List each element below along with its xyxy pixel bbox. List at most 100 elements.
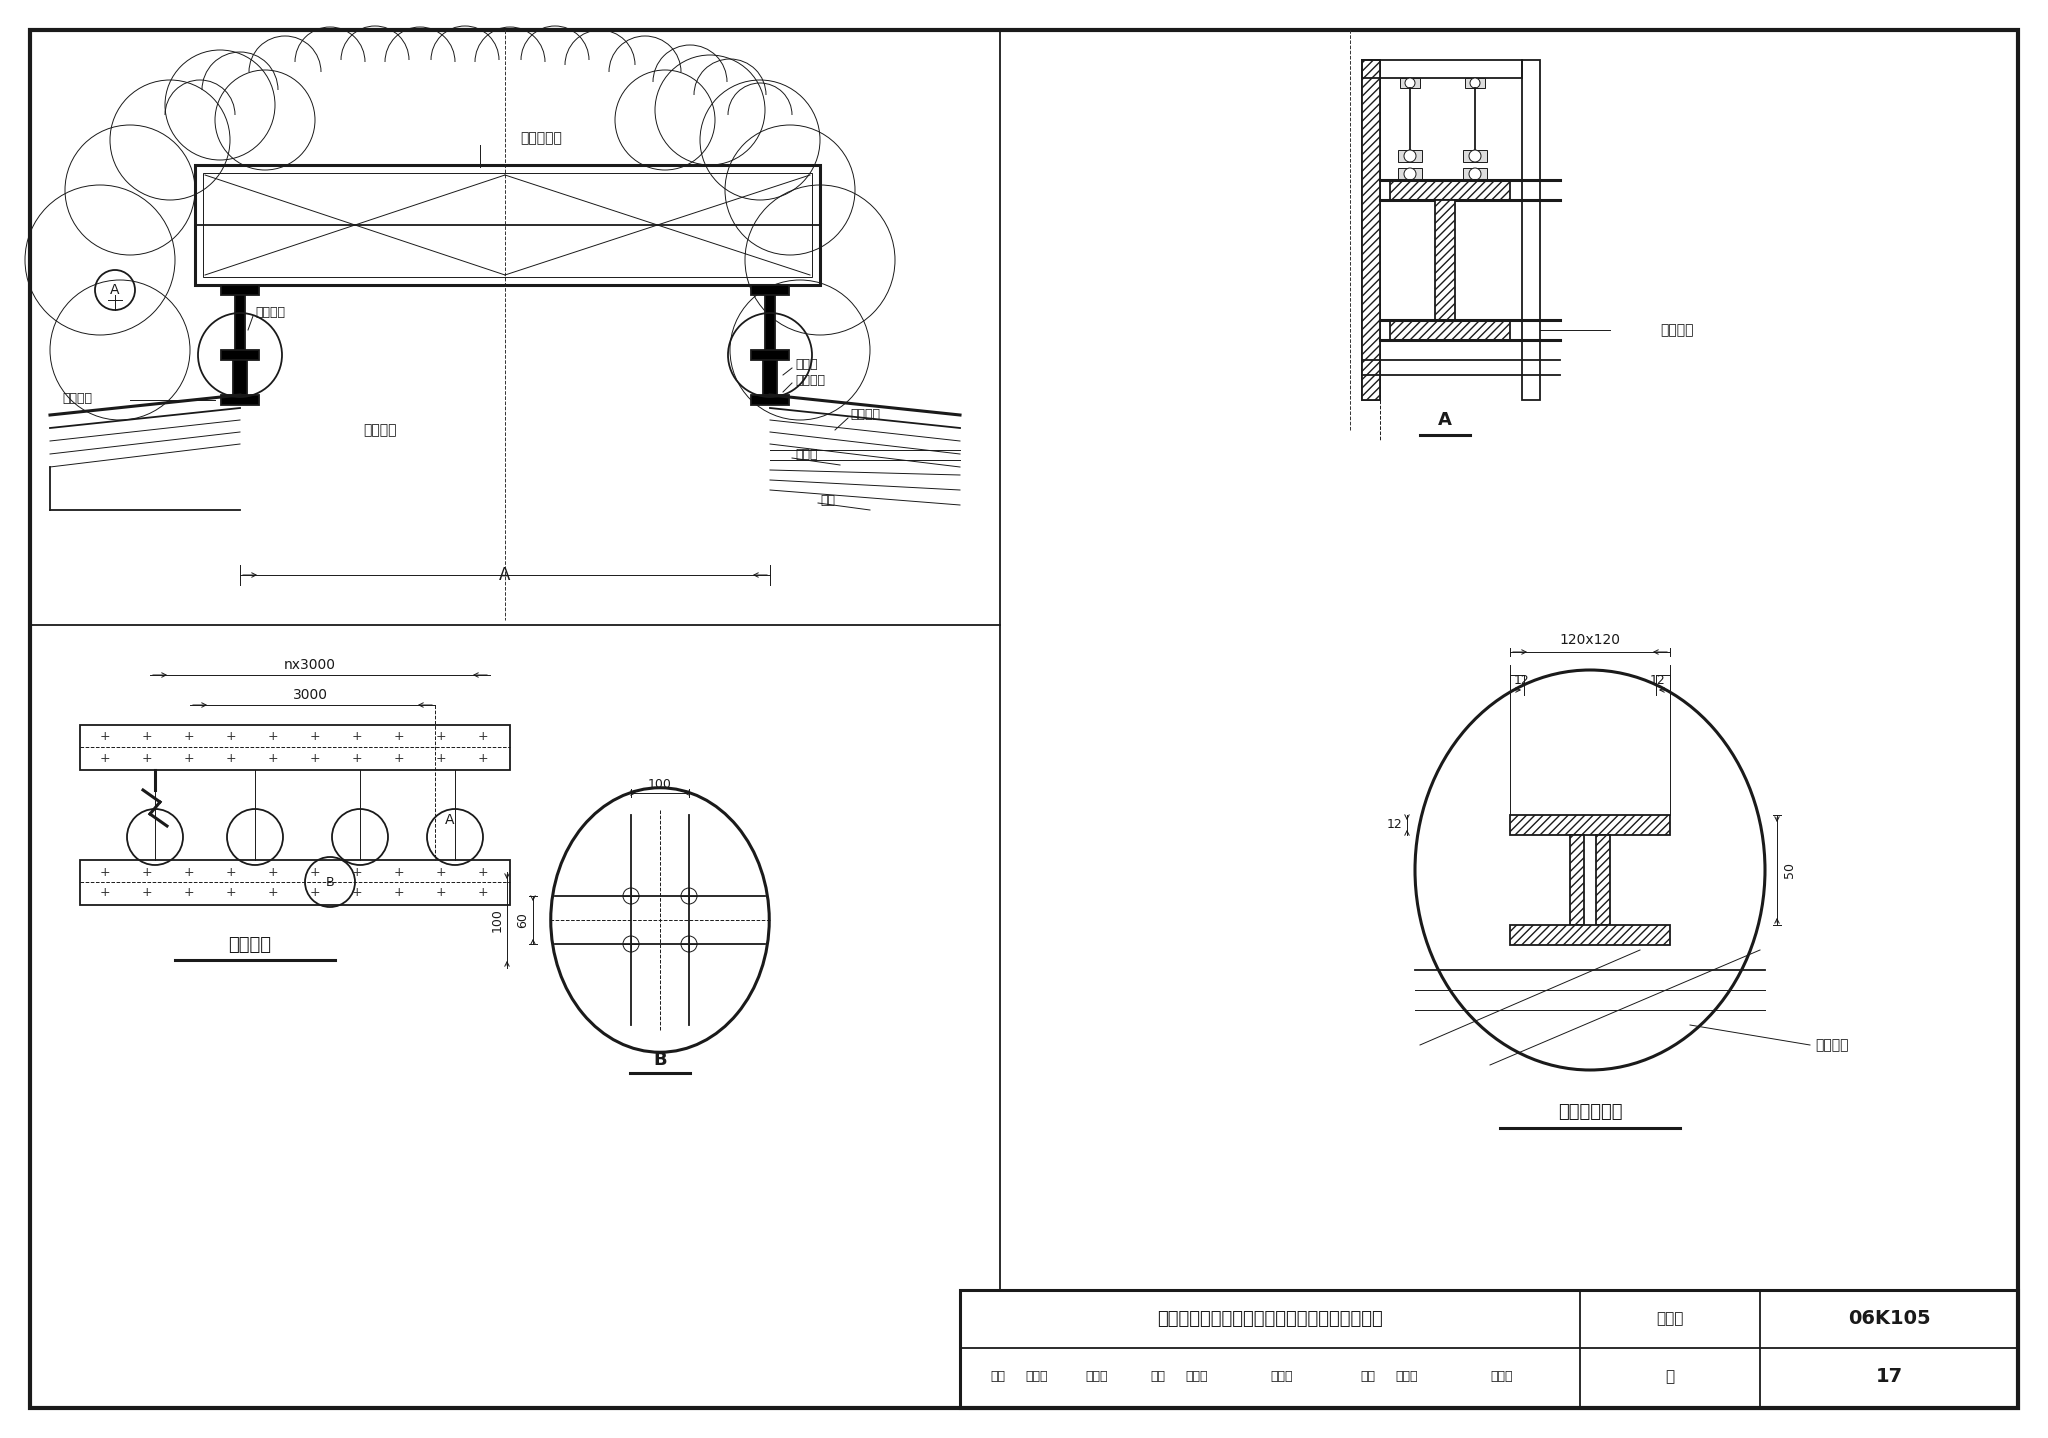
Text: 孔立民: 孔立民 <box>1491 1370 1513 1383</box>
Bar <box>203 173 811 278</box>
Text: +: + <box>100 866 111 879</box>
Text: +: + <box>184 752 195 765</box>
Bar <box>1462 150 1487 162</box>
Text: 50: 50 <box>1784 861 1796 879</box>
Text: +: + <box>393 866 403 879</box>
Text: +: + <box>100 752 111 765</box>
Text: 120x120: 120x120 <box>1559 633 1620 647</box>
Text: 12: 12 <box>1651 673 1665 686</box>
Bar <box>1399 150 1421 162</box>
Text: +: + <box>309 731 319 743</box>
Text: +: + <box>393 752 403 765</box>
Text: 100: 100 <box>647 778 672 791</box>
Bar <box>1595 835 1610 925</box>
Text: B: B <box>653 1051 668 1068</box>
Bar <box>752 285 788 295</box>
Text: 汪朝辉: 汪朝辉 <box>1186 1370 1208 1383</box>
Text: +: + <box>184 731 195 743</box>
Text: 泥水板: 泥水板 <box>795 358 817 371</box>
Text: A: A <box>111 283 119 298</box>
Text: +: + <box>141 886 152 900</box>
Text: +: + <box>268 752 279 765</box>
Text: +: + <box>309 752 319 765</box>
Text: +: + <box>184 866 195 879</box>
Text: 17: 17 <box>1876 1368 1903 1386</box>
Text: +: + <box>352 752 362 765</box>
Text: 挡水板: 挡水板 <box>795 449 817 462</box>
Text: +: + <box>225 752 236 765</box>
Text: +: + <box>309 866 319 879</box>
Circle shape <box>1405 78 1415 88</box>
Text: 赵立民: 赵立民 <box>1395 1370 1417 1383</box>
Text: 压型钢板: 压型钢板 <box>850 408 881 421</box>
Text: B: B <box>326 876 334 889</box>
Text: +: + <box>225 866 236 879</box>
Text: 流线型屋顶自然通风器钢结构屋脊上安装示意图: 流线型屋顶自然通风器钢结构屋脊上安装示意图 <box>1157 1310 1382 1329</box>
Bar <box>1391 321 1509 339</box>
Bar <box>1436 200 1454 321</box>
Text: 12: 12 <box>1513 673 1530 686</box>
Text: 通风器底座: 通风器底座 <box>520 131 561 145</box>
Text: +: + <box>393 731 403 743</box>
Bar <box>1399 168 1421 180</box>
Bar <box>1362 60 1380 400</box>
Text: +: + <box>436 866 446 879</box>
Bar <box>961 1290 2017 1408</box>
Text: +: + <box>436 752 446 765</box>
Text: 页: 页 <box>1665 1369 1675 1385</box>
Text: +: + <box>436 731 446 743</box>
Text: 校对: 校对 <box>1151 1370 1165 1383</box>
Text: 檩条: 檩条 <box>819 493 836 506</box>
Text: A: A <box>1438 411 1452 429</box>
Bar <box>195 165 819 285</box>
Circle shape <box>1405 168 1415 180</box>
Circle shape <box>1468 168 1481 180</box>
Text: 基础平面: 基础平面 <box>229 936 272 953</box>
Text: 设计: 设计 <box>1360 1370 1374 1383</box>
Bar <box>1362 60 1380 400</box>
Text: +: + <box>141 731 152 743</box>
Bar <box>236 295 246 349</box>
Bar <box>764 360 776 395</box>
Text: A: A <box>444 812 455 827</box>
Text: +: + <box>436 886 446 900</box>
Text: nx3000: nx3000 <box>285 659 336 672</box>
Bar <box>80 860 510 905</box>
Text: 图集号: 图集号 <box>1657 1311 1683 1326</box>
Text: +: + <box>477 752 487 765</box>
Text: 泡沫塘头: 泡沫塘头 <box>795 374 825 387</box>
Text: +: + <box>141 752 152 765</box>
Bar <box>1509 925 1669 945</box>
Circle shape <box>1405 150 1415 162</box>
Text: 型钢基础: 型钢基础 <box>1661 324 1694 336</box>
Circle shape <box>1468 150 1481 162</box>
Bar <box>1401 78 1419 88</box>
Text: 温度宾: 温度宾 <box>1024 1370 1047 1383</box>
Bar <box>1464 78 1485 88</box>
Text: +: + <box>268 731 279 743</box>
Bar <box>1391 180 1509 200</box>
Text: A: A <box>500 567 510 584</box>
Text: +: + <box>100 731 111 743</box>
Text: 屋顶钢梁: 屋顶钢梁 <box>362 423 397 437</box>
Text: 06K105: 06K105 <box>1847 1310 1931 1329</box>
Text: 找平钢墩: 找平钢墩 <box>256 306 285 319</box>
Circle shape <box>1470 78 1481 88</box>
Bar <box>221 285 258 295</box>
Text: 陈朝晖: 陈朝晖 <box>1270 1370 1292 1383</box>
Bar <box>1509 815 1669 835</box>
Bar <box>1462 168 1487 180</box>
Text: +: + <box>268 866 279 879</box>
Text: 12: 12 <box>1386 818 1403 831</box>
Text: +: + <box>393 886 403 900</box>
Text: +: + <box>352 886 362 900</box>
Text: 60: 60 <box>516 912 530 928</box>
Text: 屋顶钢梁: 屋顶钢梁 <box>1815 1038 1849 1053</box>
Text: 型钢基础: 型钢基础 <box>61 391 92 404</box>
Text: 找平钢墩筒图: 找平钢墩筒图 <box>1559 1103 1622 1122</box>
Bar <box>752 395 788 406</box>
Text: +: + <box>225 886 236 900</box>
Text: +: + <box>184 886 195 900</box>
Text: +: + <box>352 866 362 879</box>
Text: +: + <box>100 886 111 900</box>
